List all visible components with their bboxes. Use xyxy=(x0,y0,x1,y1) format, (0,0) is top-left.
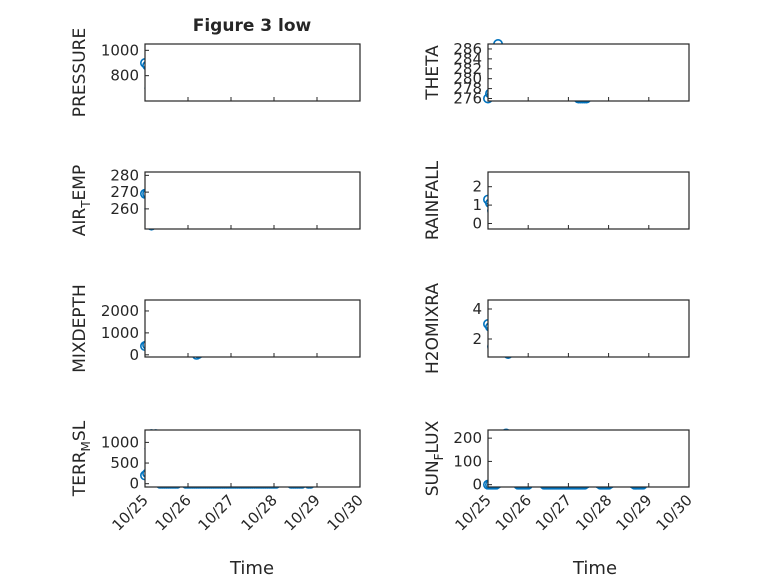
axes-frame xyxy=(487,43,690,102)
y-tick-label: 2000 xyxy=(101,302,139,320)
y-tick-label: 1000 xyxy=(101,41,139,59)
x-tick-label: 10/28 xyxy=(238,491,281,534)
y-tick-label: 800 xyxy=(110,67,139,85)
x-tick-label: 10/27 xyxy=(195,491,238,534)
x-tick-label: 10/28 xyxy=(572,491,615,534)
y-tick-label: 100 xyxy=(453,452,482,470)
axes-frame xyxy=(487,429,690,488)
y-axis-label-air-temp: AIRTEMP xyxy=(70,165,93,236)
y-tick-label: 1 xyxy=(472,196,482,214)
x-tick-label: 10/25 xyxy=(109,491,152,534)
axes-frame xyxy=(144,43,361,102)
x-tick-label: 10/29 xyxy=(281,491,324,534)
subplot-rainfall: 012 RAINFALL xyxy=(423,160,690,240)
axes-frame xyxy=(487,171,690,230)
y-axis-label-terr-msl: TERRMSL xyxy=(70,420,93,497)
y-tick-label: 282 xyxy=(453,60,482,78)
y-tick-label: 0 xyxy=(129,346,139,364)
y-tick-label: 1000 xyxy=(101,324,139,342)
y-tick-label: 284 xyxy=(453,50,482,68)
x-axis-label-right: Time xyxy=(572,558,617,579)
x-tick-label: 10/30 xyxy=(653,491,696,534)
y-tick-label: 2 xyxy=(472,330,482,348)
y-axis-label-sun-flux: SUNFLUX xyxy=(423,420,446,496)
y-tick-label: 280 xyxy=(453,70,482,88)
y-tick-label: 0 xyxy=(472,476,482,494)
y-tick-label: 276 xyxy=(453,90,482,108)
y-tick-label: 2 xyxy=(472,178,482,196)
y-tick-label: 278 xyxy=(453,80,482,98)
y-tick-label: 260 xyxy=(110,200,139,218)
subplot-terr-msl: 0 500 1000 TERRMSL 10/25 10/26 10/27 10/28 10/29… xyxy=(70,420,367,534)
x-tick-label: 10/26 xyxy=(152,491,195,534)
subplot-pressure: 800 1000 PRESSURE xyxy=(70,28,361,117)
x-axis-label-left: Time xyxy=(229,558,274,579)
y-tick-label: 280 xyxy=(110,166,139,184)
y-tick-label: 286 xyxy=(453,40,482,58)
x-tick-label: 10/26 xyxy=(492,491,535,534)
axes-frame xyxy=(144,429,361,488)
axes-frame xyxy=(144,171,361,230)
y-tick-label: 270 xyxy=(110,183,139,201)
y-axis-label-pressure: PRESSURE xyxy=(70,28,90,117)
y-tick-label: 4 xyxy=(472,300,482,318)
y-axis-label-h2omixra: H2OMIXRA xyxy=(423,283,443,374)
y-axis-label-rainfall: RAINFALL xyxy=(423,160,443,240)
y-tick-label: 1000 xyxy=(101,433,139,451)
subplot-sun-flux: 0 100 200 SUNFLUX 10/2510/2610/2710/2810/291… xyxy=(423,420,696,534)
y-tick-label: 200 xyxy=(453,429,482,447)
axes-frame xyxy=(144,299,361,358)
x-tick-label: 10/27 xyxy=(532,491,575,534)
y-axis-label-theta: THETA xyxy=(423,45,443,101)
x-tick-label: 10/25 xyxy=(452,491,495,534)
x-tick-label: 10/30 xyxy=(324,491,367,534)
figure-title: Figure 3 low xyxy=(193,16,312,36)
y-tick-label: 0 xyxy=(129,475,139,493)
subplot-mixdepth: 0 1000 2000 MIXDEPTH xyxy=(70,284,361,373)
y-tick-label: 500 xyxy=(110,454,139,472)
x-tick-label: 10/29 xyxy=(612,491,655,534)
subplot-h2omixra: 2 4 H2OMIXRA xyxy=(423,283,690,374)
y-tick-label: 0 xyxy=(472,214,482,232)
y-axis-label-mixdepth: MIXDEPTH xyxy=(70,284,90,373)
axes-frame xyxy=(487,299,690,358)
